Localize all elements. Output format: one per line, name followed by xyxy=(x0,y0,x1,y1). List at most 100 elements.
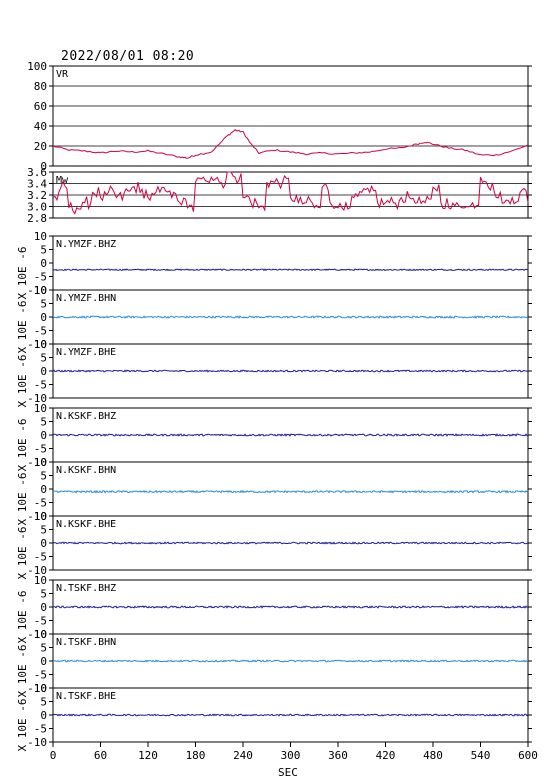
panel-label: N.TSKF.BHE xyxy=(56,691,116,702)
series-line xyxy=(52,129,529,159)
y-tick-label: 0 xyxy=(40,709,47,722)
x-tick-label: 240 xyxy=(233,749,253,762)
y-tick-label: 3.4 xyxy=(27,178,47,191)
series-line xyxy=(52,315,529,319)
unit-label: X 10E -6 xyxy=(16,473,29,526)
y-tick-label: -10 xyxy=(27,628,47,641)
series-line xyxy=(52,489,529,494)
y-tick-label: 10 xyxy=(34,338,47,351)
y-tick-label: -10 xyxy=(27,736,47,749)
y-tick-label: 10 xyxy=(34,230,47,243)
y-tick-label: 3.2 xyxy=(27,189,47,202)
unit-label: X 10E -6 xyxy=(16,591,29,644)
panel-label: N.KSKF.BHN xyxy=(56,465,116,476)
x-tick-label: 480 xyxy=(423,749,443,762)
y-tick-label: -5 xyxy=(34,271,47,284)
panel-label: VR xyxy=(56,69,69,80)
x-tick-label: 60 xyxy=(94,749,107,762)
x-tick-label: 120 xyxy=(138,749,158,762)
y-tick-label: 0 xyxy=(40,537,47,550)
series-line xyxy=(53,605,528,609)
series-line xyxy=(52,659,529,663)
y-tick-label: 0 xyxy=(40,365,47,378)
x-axis-label: SEC xyxy=(278,766,298,779)
y-tick-label: 20 xyxy=(34,140,47,153)
y-tick-label: -10 xyxy=(27,338,47,351)
panel-frame xyxy=(52,687,529,743)
y-tick-label: -10 xyxy=(27,564,47,577)
y-tick-label: 3.0 xyxy=(27,201,47,214)
y-tick-label: 0 xyxy=(40,160,47,173)
series-line xyxy=(52,433,528,437)
panel-label: N.KSKF.BHZ xyxy=(56,411,116,422)
y-tick-label: 5 xyxy=(40,298,47,311)
panel-frame xyxy=(52,65,529,167)
y-tick-label: -10 xyxy=(27,284,47,297)
series-line xyxy=(52,713,529,717)
y-tick-label: -5 xyxy=(34,551,47,564)
y-tick-label: 10 xyxy=(34,628,47,641)
y-tick-label: -10 xyxy=(27,456,47,469)
panel-frame xyxy=(52,461,529,517)
unit-label: X 10E -6 xyxy=(16,355,29,408)
y-tick-label: 10 xyxy=(34,284,47,297)
panel-label: Mw xyxy=(56,175,69,186)
y-tick-label: 5 xyxy=(40,416,47,429)
y-tick-label: -5 xyxy=(34,379,47,392)
y-tick-label: 3.6 xyxy=(27,166,47,179)
y-tick-label: 0 xyxy=(40,429,47,442)
y-tick-label: 80 xyxy=(34,80,47,93)
y-tick-label: 0 xyxy=(40,483,47,496)
panel-label: N.YMZF.BHZ xyxy=(56,239,116,250)
panel-label: N.TSKF.BHZ xyxy=(56,583,116,594)
unit-label: X 10E -6 xyxy=(16,419,29,472)
y-tick-label: 0 xyxy=(40,601,47,614)
unit-label: X 10E -6 xyxy=(16,301,29,354)
y-tick-label: 0 xyxy=(40,257,47,270)
y-tick-label: 100 xyxy=(27,60,47,73)
y-tick-label: 0 xyxy=(40,655,47,668)
y-tick-label: 5 xyxy=(40,244,47,257)
panel-label: N.YMZF.BHE xyxy=(56,347,116,358)
y-tick-label: 10 xyxy=(34,510,47,523)
y-tick-label: -5 xyxy=(34,497,47,510)
y-tick-label: -10 xyxy=(27,682,47,695)
y-tick-label: 0 xyxy=(40,311,47,324)
y-tick-label: 5 xyxy=(40,524,47,537)
y-tick-label: 5 xyxy=(40,642,47,655)
x-tick-label: 540 xyxy=(471,749,491,762)
panel-label: N.YMZF.BHN xyxy=(56,293,116,304)
y-tick-label: 5 xyxy=(40,588,47,601)
y-tick-label: -5 xyxy=(34,325,47,338)
unit-label: X 10E -6 xyxy=(16,699,29,752)
y-tick-label: -5 xyxy=(34,723,47,736)
y-tick-label: 10 xyxy=(34,456,47,469)
y-tick-label: 10 xyxy=(34,574,47,587)
x-tick-label: 180 xyxy=(186,749,206,762)
series-line xyxy=(52,268,529,272)
y-tick-label: 5 xyxy=(40,352,47,365)
y-tick-label: 60 xyxy=(34,100,47,113)
y-tick-label: 2.8 xyxy=(27,212,47,225)
series-line xyxy=(52,541,529,545)
y-tick-label: -5 xyxy=(34,669,47,682)
panel-label: N.KSKF.BHE xyxy=(56,519,116,530)
y-tick-label: -10 xyxy=(27,510,47,523)
y-tick-label: 5 xyxy=(40,470,47,483)
unit-label: X 10E -6 xyxy=(16,527,29,580)
y-tick-label: 10 xyxy=(34,682,47,695)
y-tick-label: 10 xyxy=(34,402,47,415)
y-tick-label: 40 xyxy=(34,120,47,133)
y-tick-label: -5 xyxy=(34,615,47,628)
unit-label: X 10E -6 xyxy=(16,247,29,300)
panel-label: N.TSKF.BHN xyxy=(56,637,116,648)
chart-title: 2022/08/01 08:20 xyxy=(61,49,195,64)
y-tick-label: -10 xyxy=(27,392,47,405)
y-tick-label: 5 xyxy=(40,696,47,709)
unit-label: X 10E -6 xyxy=(16,645,29,698)
x-tick-label: 0 xyxy=(50,749,57,762)
x-tick-label: 300 xyxy=(281,749,301,762)
series-line xyxy=(52,369,529,373)
panel-frame xyxy=(52,235,529,291)
